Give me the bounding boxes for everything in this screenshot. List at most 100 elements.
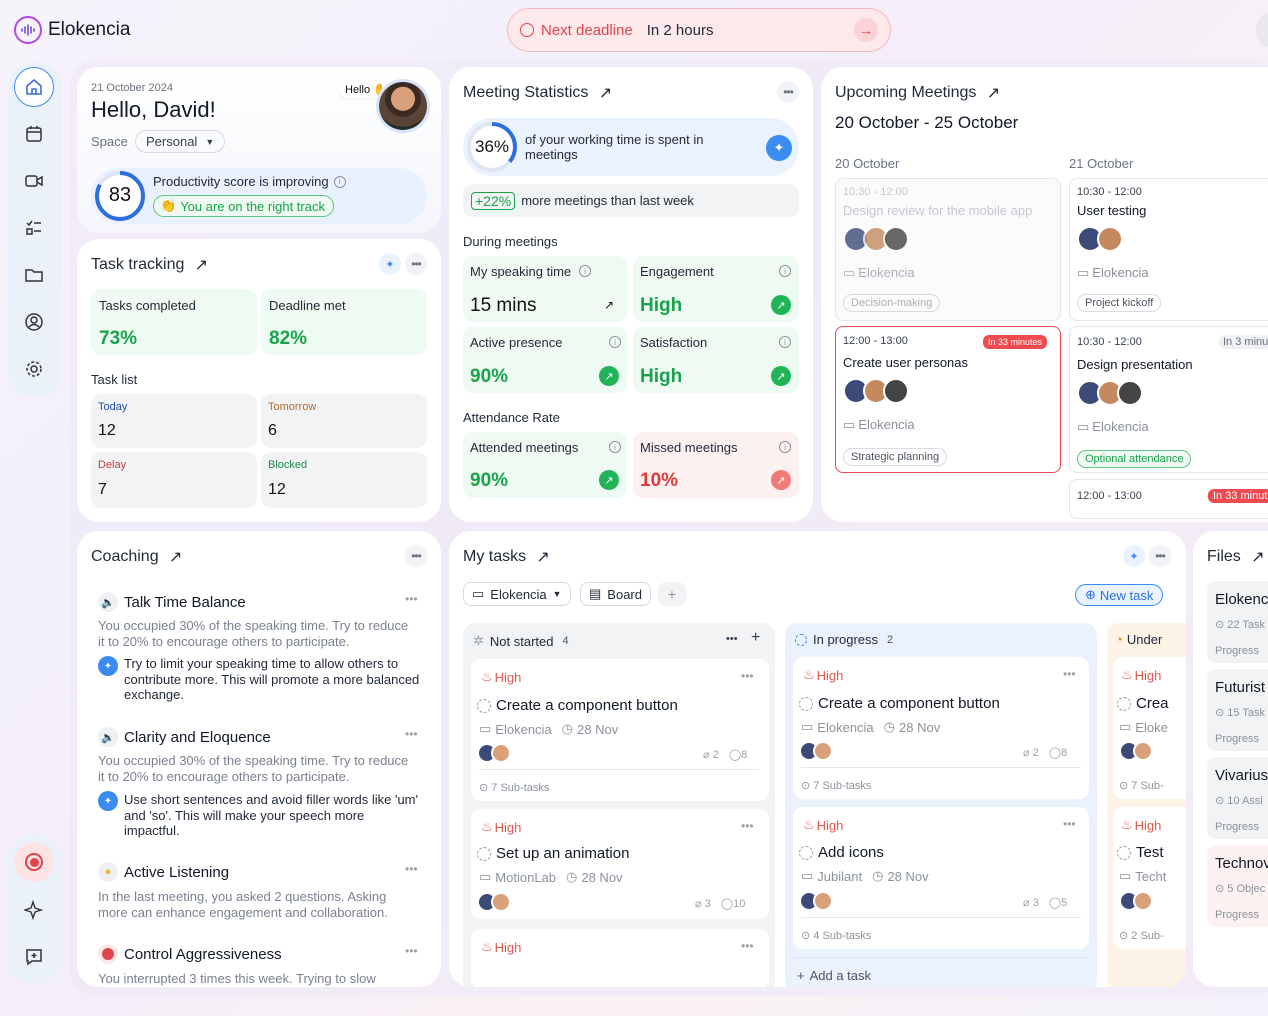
feedback-button[interactable] [14, 937, 54, 977]
more-options-icon[interactable]: ••• [741, 939, 754, 953]
arrow-up-right-icon[interactable]: ↗ [599, 470, 619, 490]
status-circle-icon[interactable] [1117, 696, 1131, 711]
more-options-icon[interactable]: ••• [405, 253, 427, 275]
file-card[interactable]: Elokenc ⊙ 22 Task Progress [1207, 581, 1268, 663]
more-options-icon[interactable]: ••• [405, 592, 418, 606]
arrow-up-right-icon[interactable]: ↗ [168, 549, 183, 566]
more-options-icon[interactable]: ••• [405, 545, 427, 567]
subtasks[interactable]: ⊙ 7 Sub-tasks [479, 782, 550, 794]
meeting-card[interactable]: 10:30 - 12:00 In 3 minut Design presenta… [1069, 326, 1268, 473]
subtasks[interactable]: ⊙ 7 Sub-tasks [801, 780, 872, 792]
active-presence-tile[interactable]: Active presence i 90% ↗ [463, 327, 627, 393]
task-list-blocked[interactable]: Blocked 12 [261, 452, 427, 508]
workspace-select[interactable]: ▭ Elokencia ▼ [463, 582, 571, 606]
subtasks[interactable]: ⊙ 4 Sub-tasks [801, 930, 872, 942]
file-card[interactable]: Futurist ⊙ 15 Task Progress [1207, 669, 1268, 751]
nav-calendar[interactable] [14, 114, 54, 154]
nav-tasks[interactable] [14, 208, 54, 248]
nav-files[interactable] [14, 255, 54, 295]
status-circle-icon[interactable] [477, 698, 491, 713]
info-icon[interactable]: i [779, 265, 791, 277]
upcoming-title[interactable]: Upcoming Meetings ↗ [835, 84, 1002, 102]
deadline-banner[interactable]: Next deadline In 2 hours → [507, 8, 891, 52]
info-icon[interactable]: i [579, 265, 591, 277]
task-list-tomorrow[interactable]: Tomorrow 6 [261, 394, 427, 448]
more-options-icon[interactable]: ••• [741, 819, 754, 833]
task-card[interactable]: ♨ High ••• Create a component button ▭ Elo… [471, 659, 769, 801]
more-options-icon[interactable]: ••• [405, 727, 418, 741]
coaching-item-title[interactable]: Control Aggressiveness [98, 944, 282, 964]
meeting-card[interactable]: 12:00 - 13:00 In 33 minut [1069, 479, 1268, 519]
arrow-right-icon[interactable]: → [854, 18, 878, 42]
task-card[interactable]: ♨ High ••• [471, 929, 769, 987]
coaching-item-title[interactable]: ● Active Listening [98, 862, 229, 882]
arrow-up-right-icon[interactable]: ↗ [194, 257, 209, 274]
task-card[interactable]: ♨ High Test ▭ Techt ⊙ 2 Sub- [1113, 807, 1186, 949]
status-circle-icon[interactable] [477, 846, 491, 861]
arrow-up-right-icon[interactable]: ↗ [598, 85, 613, 102]
coaching-item-title[interactable]: 🔈 Clarity and Eloquence [98, 727, 271, 747]
more-options-icon[interactable]: ••• [726, 633, 738, 645]
meeting-card[interactable]: 10:30 - 12:00 Design review for the mobi… [835, 178, 1061, 321]
ai-sparkle-icon[interactable]: ✦ [766, 135, 792, 161]
task-card[interactable]: ♨ High ••• Add icons ▭ Jubilant ◷ 28 Nov ⌀ 3… [793, 807, 1089, 949]
missed-tile[interactable]: Missed meetings i 10% ↗ [633, 432, 799, 498]
arrow-up-right-icon[interactable]: ↗ [771, 295, 791, 315]
arrow-up-right-icon[interactable]: ↗ [986, 85, 1001, 102]
task-list-today[interactable]: Today 12 [91, 394, 257, 448]
arrow-up-right-icon[interactable]: ↗ [771, 366, 791, 386]
avatar[interactable] [379, 82, 427, 130]
space-select[interactable]: Personal ▼ [135, 130, 226, 153]
attended-tile[interactable]: Attended meetings i 90% ↗ [463, 432, 627, 498]
more-options-icon[interactable]: ••• [405, 862, 418, 876]
status-circle-icon[interactable] [1117, 845, 1131, 860]
task-card[interactable]: ♨ High ••• Set up an animation ▭ MotionLab… [471, 809, 769, 919]
record-button[interactable] [14, 842, 54, 882]
info-icon[interactable]: i [609, 336, 621, 348]
task-list-delay[interactable]: Delay 7 [91, 452, 257, 508]
coaching-item-title[interactable]: 🔈 Talk Time Balance [98, 592, 246, 612]
files-title[interactable]: Files ↗ [1207, 548, 1267, 566]
more-options-icon[interactable]: ••• [1149, 545, 1171, 567]
more-options-icon[interactable]: ••• [1063, 667, 1076, 681]
meeting-card[interactable]: 10:30 - 12:00 User testing ▭ Elokencia Pr… [1069, 178, 1268, 321]
speaking-time-tile[interactable]: My speaking time i 15 mins ↗ [463, 256, 627, 322]
nav-meetings[interactable] [14, 161, 54, 201]
status-circle-icon[interactable] [799, 845, 813, 860]
more-options-icon[interactable]: ••• [777, 81, 799, 103]
ai-sparkle-icon[interactable]: ✦ [1123, 545, 1145, 567]
app-logo[interactable]: Elokencia [14, 16, 130, 44]
status-circle-icon[interactable] [799, 696, 813, 711]
add-view-button[interactable]: + [658, 582, 686, 606]
info-icon[interactable]: i [609, 441, 621, 453]
arrow-up-right-icon[interactable]: ↗ [771, 470, 791, 490]
more-options-icon[interactable]: ••• [405, 944, 418, 958]
nav-settings[interactable] [14, 349, 54, 389]
add-card-icon[interactable]: + [751, 629, 761, 646]
ai-button[interactable] [14, 890, 54, 930]
arrow-up-right-icon[interactable]: ↗ [603, 298, 615, 312]
ai-sparkle-icon[interactable]: ✦ [379, 253, 401, 275]
more-options-icon[interactable]: ••• [741, 669, 754, 683]
arrow-up-right-icon[interactable]: ↗ [1251, 549, 1265, 566]
view-board-button[interactable]: ▤ Board [580, 582, 651, 606]
file-card[interactable]: Technov ⊙ 5 Objec Progress [1207, 845, 1268, 927]
nav-profile[interactable] [14, 302, 54, 342]
arrow-up-right-icon[interactable]: ↗ [536, 549, 550, 566]
subtasks[interactable]: ⊙ 2 Sub- [1119, 930, 1164, 942]
meeting-stats-title[interactable]: Meeting Statistics ↗ [463, 84, 614, 102]
coaching-title[interactable]: Coaching ↗ [91, 548, 185, 566]
file-card[interactable]: Vivarius ⊙ 10 Assi Progress [1207, 757, 1268, 839]
info-icon[interactable]: i [333, 175, 346, 188]
info-icon[interactable]: i [779, 336, 791, 348]
task-card[interactable]: ♨ High ••• Create a component button ▭ Elo… [793, 657, 1089, 799]
subtasks[interactable]: ⊙ 7 Sub- [1119, 780, 1164, 792]
nav-home[interactable] [14, 67, 54, 107]
my-tasks-title[interactable]: My tasks ↗ [463, 548, 552, 566]
meeting-card-active[interactable]: 12:00 - 13:00 In 33 minutes Create user … [835, 326, 1061, 473]
add-task-button[interactable]: + Add a task [793, 957, 1089, 987]
profile-button[interactable] [1256, 12, 1268, 48]
task-card[interactable]: ♨ High Crea ▭ Eloke ⊙ 7 Sub- [1113, 657, 1186, 799]
more-options-icon[interactable]: ••• [1063, 817, 1076, 831]
new-task-button[interactable]: ⊕ New task [1075, 584, 1164, 606]
